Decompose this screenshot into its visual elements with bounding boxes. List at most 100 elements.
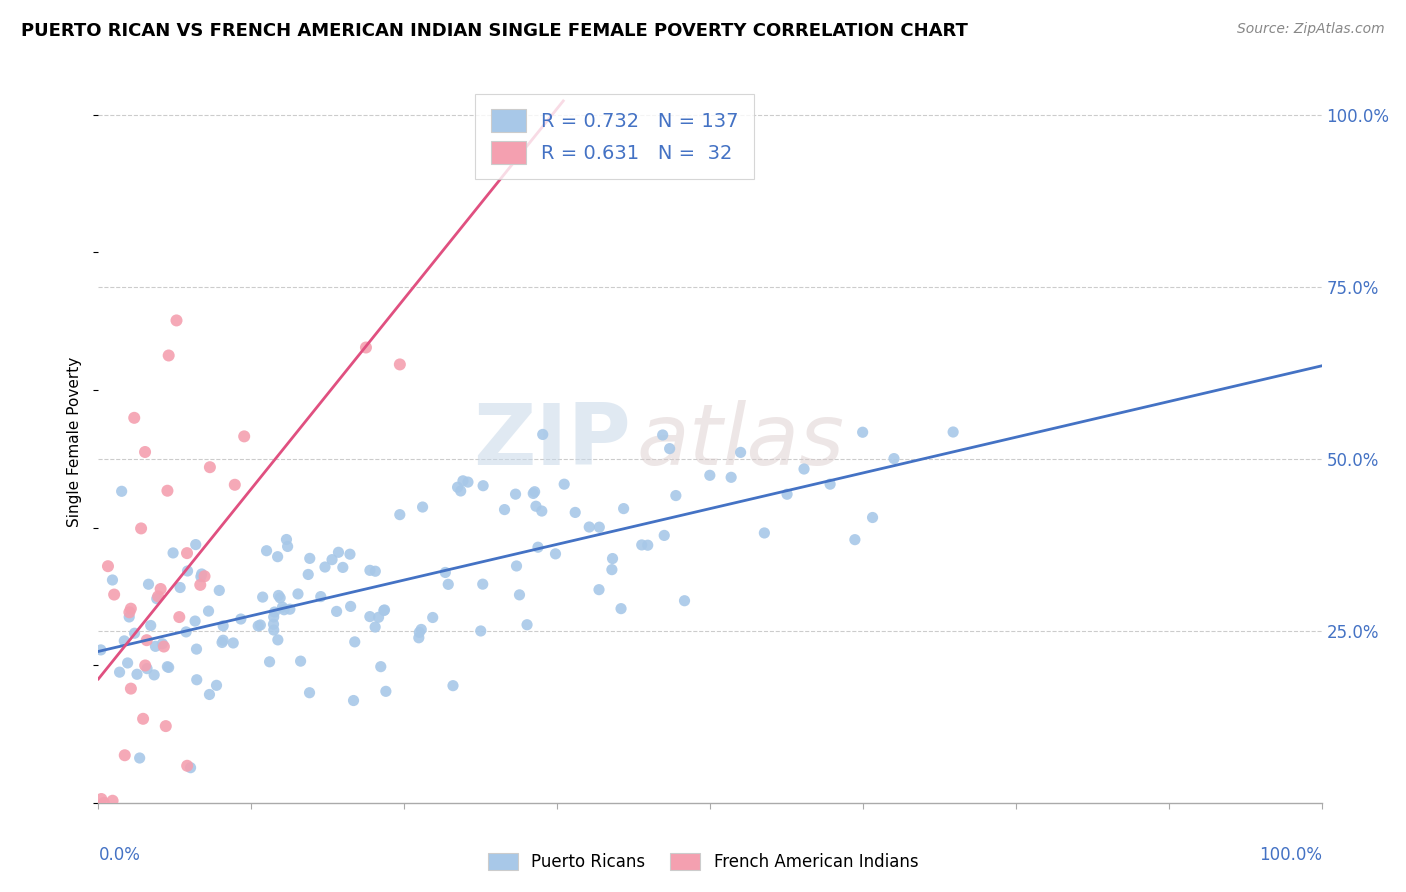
Point [359,609,381,624]
Point [146,591,169,606]
Point [129,521,152,535]
Point [212,619,235,633]
Point [118,610,141,624]
Point [134,658,156,673]
Point [263,610,285,624]
Point [103,588,125,602]
Point [90,643,112,657]
Point [290,654,312,668]
Point [271,600,294,615]
Point [730,445,752,459]
Text: PUERTO RICAN VS FRENCH AMERICAN INDIAN SINGLE FEMALE POVERTY CORRELATION CHART: PUERTO RICAN VS FRENCH AMERICAN INDIAN S… [21,22,967,40]
Point [134,445,156,459]
Point [544,547,567,561]
Point [600,563,623,577]
Point [198,460,221,475]
Text: Source: ZipAtlas.com: Source: ZipAtlas.com [1237,22,1385,37]
Point [263,605,285,619]
Point [470,624,492,638]
Point [198,688,221,702]
Point [451,474,474,488]
Point [652,528,675,542]
Point [120,601,142,615]
Point [156,483,179,498]
Point [720,470,742,484]
Point [699,468,721,483]
Point [339,599,361,614]
Point [441,679,464,693]
Point [224,477,246,491]
Point [446,480,468,494]
Legend: Puerto Ricans, French American Indians: Puerto Ricans, French American Indians [479,845,927,880]
Point [883,451,905,466]
Point [125,667,148,681]
Point [211,635,233,649]
Point [354,341,377,355]
Point [422,610,444,624]
Point [450,483,472,498]
Point [252,590,274,604]
Point [138,577,160,591]
Point [531,427,554,442]
Point [278,602,301,616]
Point [651,428,673,442]
Point [150,637,173,651]
Point [197,604,219,618]
Point [602,551,624,566]
Point [359,563,381,577]
Point [162,546,184,560]
Point [139,618,162,632]
Point [135,633,157,648]
Point [156,659,179,673]
Text: ZIP: ZIP [472,400,630,483]
Point [658,442,681,456]
Point [434,566,457,580]
Point [186,673,208,687]
Point [166,313,188,327]
Point [259,655,281,669]
Point [108,665,131,680]
Point [516,617,538,632]
Point [298,551,321,566]
Point [505,487,527,501]
Point [263,617,285,632]
Point [364,564,387,578]
Point [637,538,659,552]
Point [374,684,396,698]
Point [342,693,364,707]
Point [277,540,299,554]
Point [190,566,212,581]
Point [298,686,321,700]
Point [233,429,256,443]
Point [90,792,112,806]
Point [793,462,815,476]
Point [852,425,875,440]
Point [266,549,288,564]
Point [314,560,336,574]
Point [373,603,395,617]
Point [145,640,167,654]
Point [188,578,211,592]
Point [247,619,270,633]
Text: 0.0%: 0.0% [98,847,141,864]
Point [114,748,136,763]
Text: 100.0%: 100.0% [1258,847,1322,864]
Point [184,538,207,552]
Point [524,500,547,514]
Point [321,552,343,566]
Point [437,577,460,591]
Point [155,719,177,733]
Point [193,569,215,583]
Legend: R = 0.732   N = 137, R = 0.631   N =  32: R = 0.732 N = 137, R = 0.631 N = 32 [475,94,754,179]
Point [97,559,120,574]
Point [776,487,799,501]
Point [388,358,411,372]
Point [276,533,298,547]
Point [665,489,688,503]
Point [818,477,841,491]
Point [128,751,150,765]
Point [101,794,124,808]
Point [754,525,776,540]
Point [93,796,115,810]
Point [408,625,430,640]
